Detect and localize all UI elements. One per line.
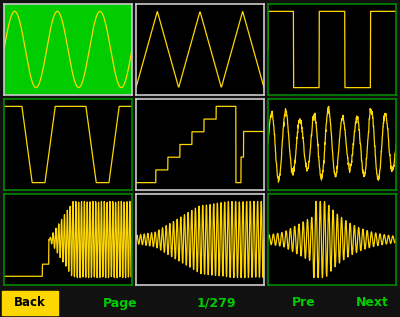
- Text: 1/279: 1/279: [196, 296, 236, 309]
- FancyBboxPatch shape: [2, 291, 58, 315]
- Text: Page: Page: [103, 296, 137, 309]
- Text: Next: Next: [356, 296, 388, 309]
- Text: Back: Back: [14, 296, 46, 309]
- Text: Pre: Pre: [292, 296, 316, 309]
